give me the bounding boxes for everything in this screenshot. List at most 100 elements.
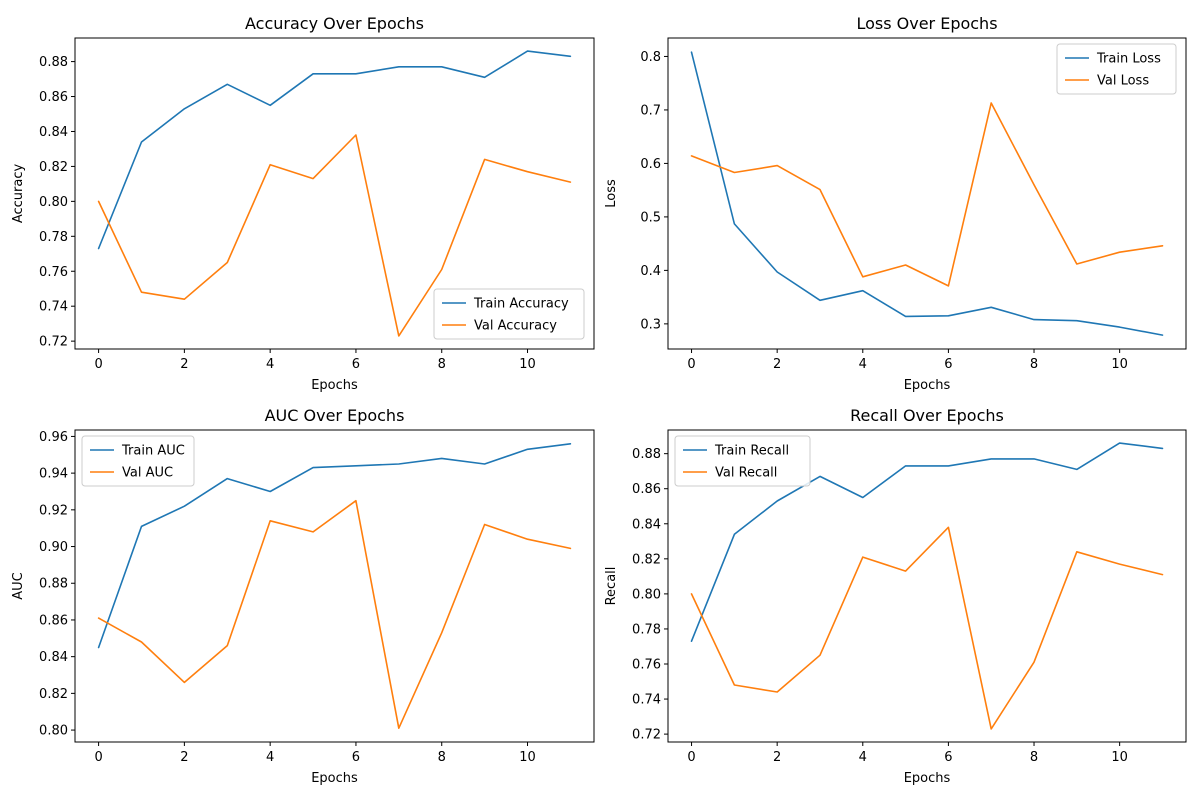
y-tick-label: 0.72 xyxy=(632,728,661,743)
y-tick-label: 0.94 xyxy=(39,467,68,482)
legend-label: Train Recall xyxy=(714,444,789,459)
chart-panel-4: Recall Over Epochs 0 2 4 6 8 10 0.72 0.74 0.76 0.7… xyxy=(604,406,1187,786)
chart-panel-1: Accuracy Over Epochs 0 2 4 6 8 10 0.72 0.74 0.76 0… xyxy=(11,14,595,393)
legend: Train Recall Val Recall xyxy=(674,435,811,487)
x-axis-label: Epochs xyxy=(311,378,358,393)
legend-label: Val AUC xyxy=(122,466,173,481)
y-axis-label: AUC xyxy=(11,572,26,600)
y-tick-label: 0.78 xyxy=(39,230,68,245)
y-tick-label: 0.88 xyxy=(39,55,68,70)
x-tick-label: 0 xyxy=(94,750,102,765)
legend-box xyxy=(674,435,811,487)
legend: Train AUC Val AUC xyxy=(81,435,195,487)
x-tick-label: 0 xyxy=(687,750,695,765)
y-tick-label: 0.90 xyxy=(39,540,68,555)
x-tick-label: 10 xyxy=(519,357,536,372)
y-tick-label: 0.3 xyxy=(640,317,661,332)
plot-frame xyxy=(667,37,1187,350)
x-axis-label: Epochs xyxy=(904,378,951,393)
x-tick-label: 6 xyxy=(944,357,952,372)
y-tick-label: 0.7 xyxy=(640,103,661,118)
y-tick-label: 0.84 xyxy=(39,650,68,665)
train-series-line xyxy=(97,50,572,250)
x-tick-label: 8 xyxy=(1030,357,1038,372)
chart-title: AUC Over Epochs xyxy=(265,406,405,425)
y-tick-label: 0.88 xyxy=(39,577,68,592)
y-tick-label: 0.86 xyxy=(39,613,68,628)
x-tick-label: 4 xyxy=(266,357,274,372)
y-tick-label: 0.4 xyxy=(640,264,661,279)
y-tick-label: 0.86 xyxy=(632,482,661,497)
x-axis-label: Epochs xyxy=(311,771,358,786)
legend-label: Train AUC xyxy=(121,444,185,459)
val-series-line xyxy=(690,102,1164,287)
val-series-line xyxy=(690,526,1164,730)
legend-label: Train Loss xyxy=(1096,52,1161,67)
y-tick-label: 0.80 xyxy=(632,587,661,602)
y-axis-label: Loss xyxy=(604,179,619,208)
chart-panel-2: Loss Over Epochs 0 2 4 6 8 10 0.3 0.4 0.5 0.6 0.7 0.… xyxy=(604,14,1187,393)
y-tick-label: 0.74 xyxy=(39,300,68,315)
y-tick-label: 0.80 xyxy=(39,724,68,739)
y-tick-label: 0.76 xyxy=(39,265,68,280)
x-tick-label: 10 xyxy=(1111,750,1128,765)
y-tick-label: 0.78 xyxy=(632,622,661,637)
series-group xyxy=(690,442,1164,730)
y-axis-label: Accuracy xyxy=(11,164,26,224)
x-tick-label: 4 xyxy=(859,750,867,765)
x-tick-label: 4 xyxy=(859,357,867,372)
y-tick-label: 0.6 xyxy=(640,157,661,172)
y-tick-label: 0.8 xyxy=(640,50,661,65)
y-tick-label: 0.5 xyxy=(640,210,661,225)
x-tick-label: 4 xyxy=(266,750,274,765)
x-tick-label: 0 xyxy=(687,357,695,372)
y-tick-label: 0.86 xyxy=(39,90,68,105)
series-group xyxy=(97,50,572,337)
val-series-line xyxy=(97,134,572,337)
plot-frame xyxy=(667,429,1187,743)
y-tick-label: 0.80 xyxy=(39,195,68,210)
train-series-line xyxy=(97,442,572,649)
y-tick-label: 0.82 xyxy=(39,687,68,702)
legend-label: Val Loss xyxy=(1097,74,1149,89)
legend-label: Val Accuracy xyxy=(474,319,557,334)
y-tick-label: 0.72 xyxy=(39,335,68,350)
plot-frame xyxy=(74,37,595,350)
legend-box xyxy=(81,435,195,487)
y-axis-label: Recall xyxy=(604,567,619,606)
legend-label: Train Accuracy xyxy=(473,297,569,312)
x-tick-label: 8 xyxy=(438,357,446,372)
chart-panel-3: AUC Over Epochs 0 2 4 6 8 10 0.80 0.82 0.84 0.86 0.… xyxy=(11,406,595,786)
x-tick-label: 8 xyxy=(438,750,446,765)
y-tick-label: 0.76 xyxy=(632,658,661,673)
train-series-line xyxy=(690,442,1164,643)
y-tick-label: 0.92 xyxy=(39,503,68,518)
x-axis-label: Epochs xyxy=(904,771,951,786)
x-tick-label: 10 xyxy=(1111,357,1128,372)
legend-box xyxy=(1056,43,1177,95)
x-tick-label: 6 xyxy=(352,357,360,372)
y-tick-label: 0.84 xyxy=(39,125,68,140)
y-tick-label: 0.84 xyxy=(632,517,661,532)
x-tick-label: 2 xyxy=(180,750,188,765)
chart-title: Accuracy Over Epochs xyxy=(245,14,424,33)
train-series-line xyxy=(690,51,1164,336)
x-tick-label: 6 xyxy=(944,750,952,765)
val-series-line xyxy=(97,499,572,730)
y-tick-label: 0.74 xyxy=(632,693,661,708)
plot-frame xyxy=(74,429,595,743)
series-group xyxy=(97,442,572,730)
y-tick-label: 0.88 xyxy=(632,447,661,462)
x-tick-label: 2 xyxy=(773,750,781,765)
y-tick-label: 0.82 xyxy=(632,552,661,567)
x-tick-label: 6 xyxy=(352,750,360,765)
x-tick-label: 2 xyxy=(180,357,188,372)
legend: Train Loss Val Loss xyxy=(1056,43,1177,95)
series-group xyxy=(690,51,1164,336)
legend-box xyxy=(433,288,585,340)
x-tick-label: 10 xyxy=(519,750,536,765)
legend-label: Val Recall xyxy=(715,466,777,481)
y-tick-label: 0.82 xyxy=(39,160,68,175)
x-tick-label: 8 xyxy=(1030,750,1038,765)
